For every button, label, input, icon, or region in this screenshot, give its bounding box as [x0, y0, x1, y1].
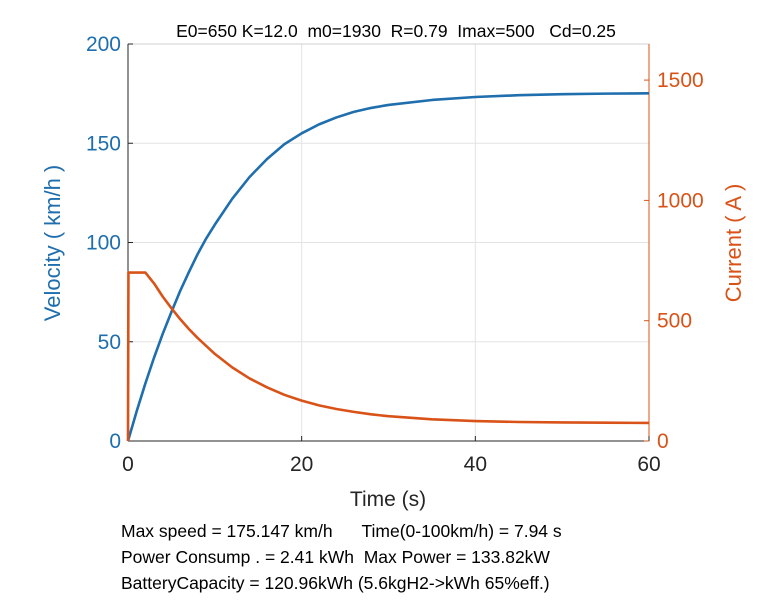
- accel-time-text: Time(0-100km/h) = 7.94 s: [361, 521, 562, 541]
- x-tick-label: 0: [122, 453, 134, 476]
- velocity-series-line: [126, 92, 650, 442]
- current-series-line: [126, 271, 650, 442]
- y-tick-label: 200: [86, 33, 121, 56]
- x-axis-label: Time (s): [350, 488, 426, 511]
- power-consumption-text: Power Consump . = 2.41 kWh: [121, 547, 354, 567]
- x-tick-label: 60: [637, 453, 660, 476]
- y-tick-label: 0: [109, 430, 121, 453]
- stats-line-2: Power Consump . = 2.41 kWh Max Power = 1…: [121, 547, 550, 568]
- y2-axis-label: Current ( A ): [721, 184, 746, 303]
- stats-line-3: BatteryCapacity = 120.96kWh (5.6kgH2->kW…: [121, 573, 550, 594]
- chart-title: E0=650 K=12.0 m0=1930 R=0.79 Imax=500 Cd…: [176, 21, 616, 41]
- x-tick-label: 20: [290, 453, 313, 476]
- y2-tick-label: 500: [657, 310, 692, 333]
- y-tick-label: 50: [98, 331, 121, 354]
- battery-capacity-text: BatteryCapacity = 120.96kWh (5.6kgH2->kW…: [121, 573, 550, 593]
- y-tick-label: 100: [86, 232, 121, 255]
- y2-tick-label: 1000: [657, 189, 704, 212]
- y2-tick-label: 0: [657, 430, 669, 453]
- y-tick-label: 150: [86, 132, 121, 155]
- y2-tick-label: 1500: [657, 69, 704, 92]
- gridlines: [128, 44, 649, 441]
- max-speed-text: Max speed = 175.147 km/h: [121, 521, 333, 541]
- y-axis-label: Velocity ( km/h ): [40, 165, 65, 321]
- x-tick-label: 40: [464, 453, 487, 476]
- stats-line-1: Max speed = 175.147 km/h Time(0-100km/h)…: [121, 521, 562, 542]
- max-power-text: Max Power = 133.82kW: [363, 547, 550, 567]
